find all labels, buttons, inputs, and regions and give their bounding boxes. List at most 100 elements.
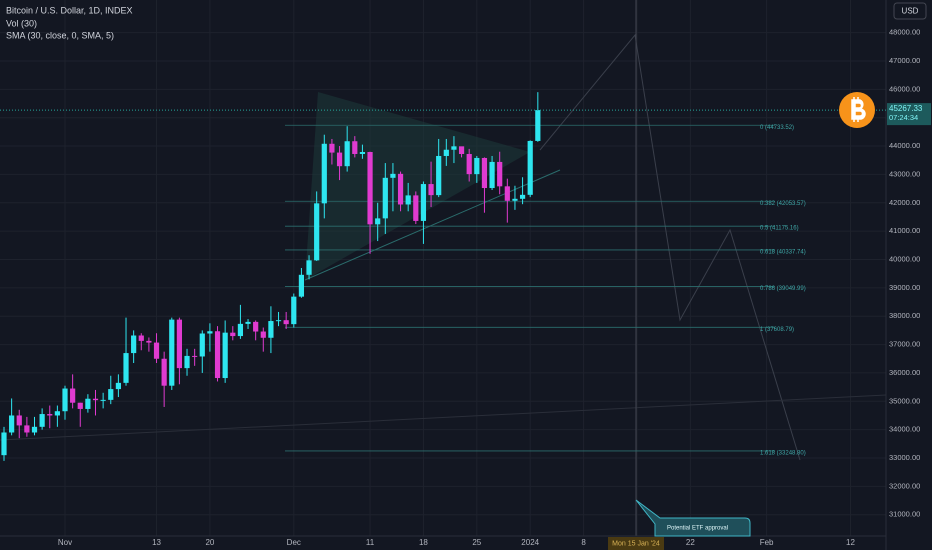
annotation-box bbox=[635, 499, 751, 537]
candle-body bbox=[497, 161, 503, 187]
candle-body bbox=[1, 432, 7, 456]
candle-body bbox=[420, 184, 427, 221]
candle-body bbox=[367, 152, 373, 225]
price-axis bbox=[886, 0, 932, 550]
projection-path bbox=[539, 33, 801, 461]
triangle-pattern bbox=[305, 92, 530, 280]
candle-body bbox=[214, 331, 221, 379]
candle-body bbox=[77, 402, 83, 409]
y-tick-label: 35000.00 bbox=[889, 396, 920, 405]
y-tick-label: 32000.00 bbox=[889, 481, 920, 490]
candle-body bbox=[375, 218, 381, 225]
candle-body bbox=[207, 331, 213, 334]
candle-body bbox=[283, 320, 289, 325]
candle-body bbox=[222, 332, 228, 379]
y-tick-label: 33000.00 bbox=[889, 453, 920, 462]
y-tick-label: 34000.00 bbox=[889, 425, 920, 434]
x-tick-label: 18 bbox=[419, 538, 428, 547]
candle-body bbox=[62, 388, 68, 412]
candle-body bbox=[466, 153, 472, 175]
candle-body bbox=[512, 198, 518, 201]
candle-body bbox=[176, 319, 182, 369]
candle-body bbox=[489, 161, 495, 189]
candle-body bbox=[519, 194, 526, 199]
y-tick-label: 43000.00 bbox=[889, 169, 920, 178]
candle-body bbox=[405, 195, 411, 205]
legend-indicator: Vol (30) bbox=[6, 18, 37, 28]
y-tick-label: 44000.00 bbox=[889, 141, 920, 150]
x-tick-label: 8 bbox=[581, 538, 586, 547]
bitcoin-symbol bbox=[851, 97, 866, 122]
y-tick-label: 38000.00 bbox=[889, 311, 920, 320]
y-tick-label: 47000.00 bbox=[889, 56, 920, 65]
candle-body bbox=[24, 425, 30, 433]
candle-body bbox=[146, 340, 152, 343]
candle-body bbox=[39, 414, 45, 427]
x-tick-label: 2024 bbox=[521, 538, 539, 547]
x-tick-label: Dec bbox=[287, 538, 301, 547]
candle-body bbox=[344, 141, 350, 167]
candle-body bbox=[260, 331, 266, 338]
candle-body bbox=[298, 274, 305, 297]
candle-body bbox=[359, 152, 366, 154]
candle-body bbox=[382, 177, 388, 219]
x-tick-label: Nov bbox=[58, 538, 72, 547]
candle-body bbox=[245, 321, 251, 324]
candle-body bbox=[199, 333, 205, 357]
candle-body bbox=[504, 186, 510, 201]
last-price-box bbox=[887, 103, 931, 126]
candle-body bbox=[184, 355, 190, 369]
currency-label[interactable]: USD bbox=[902, 7, 919, 16]
x-tick-label: 13 bbox=[152, 538, 161, 547]
candle-body bbox=[527, 140, 533, 195]
candle-body bbox=[268, 321, 274, 338]
x-tick-label: 25 bbox=[472, 538, 481, 547]
candle-body bbox=[131, 335, 137, 354]
candle-body bbox=[230, 332, 236, 337]
countdown-label: 07:24:34 bbox=[889, 113, 918, 122]
x-tick-label: Feb bbox=[760, 538, 774, 547]
y-tick-label: 41000.00 bbox=[889, 226, 920, 235]
y-tick-label: 42000.00 bbox=[889, 198, 920, 207]
fib-levels: 0 (44733.52) 0.382 (42053.57) 0.5 (41175.1… bbox=[285, 125, 806, 457]
y-tick-label: 31000.00 bbox=[889, 510, 920, 519]
candle-body bbox=[306, 260, 312, 275]
candle-body bbox=[85, 398, 91, 409]
y-tick-label: 46000.00 bbox=[889, 84, 920, 93]
support-line bbox=[0, 394, 887, 441]
y-tick-label: 40000.00 bbox=[889, 254, 920, 263]
candle-body bbox=[192, 355, 198, 357]
candle-body bbox=[443, 149, 449, 156]
candle-body bbox=[123, 353, 129, 383]
candle-body bbox=[397, 173, 404, 205]
currency-button[interactable] bbox=[893, 2, 927, 20]
candle-body bbox=[108, 389, 114, 400]
fib-label: 0.5 (41175.16) bbox=[760, 226, 799, 232]
candle-body bbox=[390, 173, 396, 178]
legend-indicator: SMA (30, close, 0, SMA, 5) bbox=[6, 30, 114, 40]
y-tick-label: 36000.00 bbox=[889, 368, 920, 377]
fib-label: 0.382 (42053.57) bbox=[760, 201, 806, 207]
candle-body bbox=[428, 184, 434, 196]
candle-body bbox=[70, 388, 76, 403]
legend-title: Bitcoin / U.S. Dollar, 1D, INDEX bbox=[6, 5, 133, 15]
candle-body bbox=[115, 382, 121, 390]
candle-body bbox=[153, 342, 160, 359]
candle-body bbox=[100, 399, 106, 401]
trend-line bbox=[304, 169, 561, 281]
candle-body bbox=[16, 415, 22, 426]
candle-body bbox=[314, 203, 320, 261]
candle-body bbox=[275, 320, 282, 322]
candle-body bbox=[54, 411, 60, 416]
candle-body bbox=[458, 146, 465, 154]
y-tick-label: 48000.00 bbox=[889, 28, 920, 37]
crosshair-date-box bbox=[608, 537, 664, 550]
candle-body bbox=[535, 110, 541, 141]
fib-label: 1.618 (33248.80) bbox=[760, 451, 806, 457]
candle-body bbox=[31, 426, 38, 433]
candle-body bbox=[352, 141, 358, 154]
candle-body bbox=[169, 319, 175, 386]
y-tick-label: 39000.00 bbox=[889, 283, 920, 292]
fib-label: 0 (44733.52) bbox=[760, 125, 794, 131]
